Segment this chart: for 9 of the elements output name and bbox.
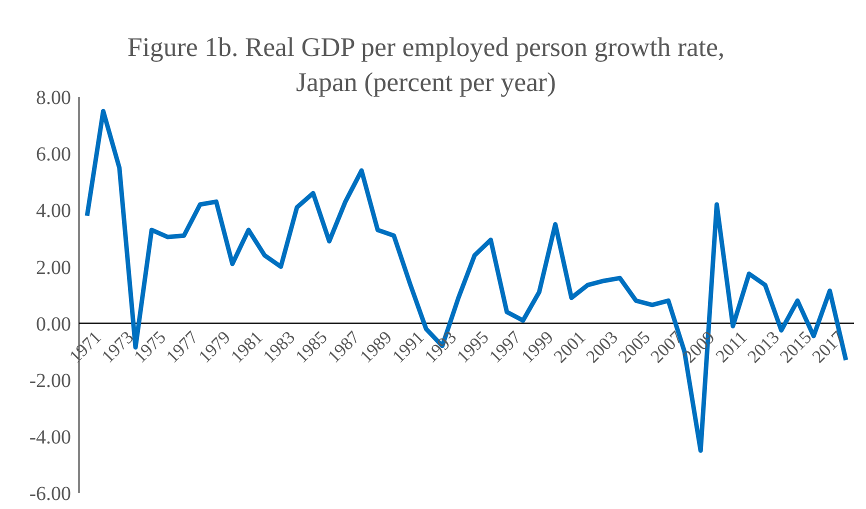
y-tick-label: 8.00 [36, 87, 71, 110]
y-tick-label: -6.00 [29, 483, 71, 506]
y-tick-label: 2.00 [36, 256, 71, 279]
chart-title: Figure 1b. Real GDP per employed person growth rate, Japan (percent per year) [126, 31, 726, 99]
y-tick-label: -4.00 [29, 426, 71, 449]
y-tick-label: -2.00 [29, 370, 71, 392]
y-tick-label: 4.00 [36, 200, 71, 222]
y-tick-label: 0.00 [36, 313, 71, 336]
y-tick-label: 6.00 [36, 144, 71, 166]
